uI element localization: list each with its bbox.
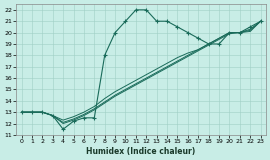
X-axis label: Humidex (Indice chaleur): Humidex (Indice chaleur) <box>86 147 196 156</box>
